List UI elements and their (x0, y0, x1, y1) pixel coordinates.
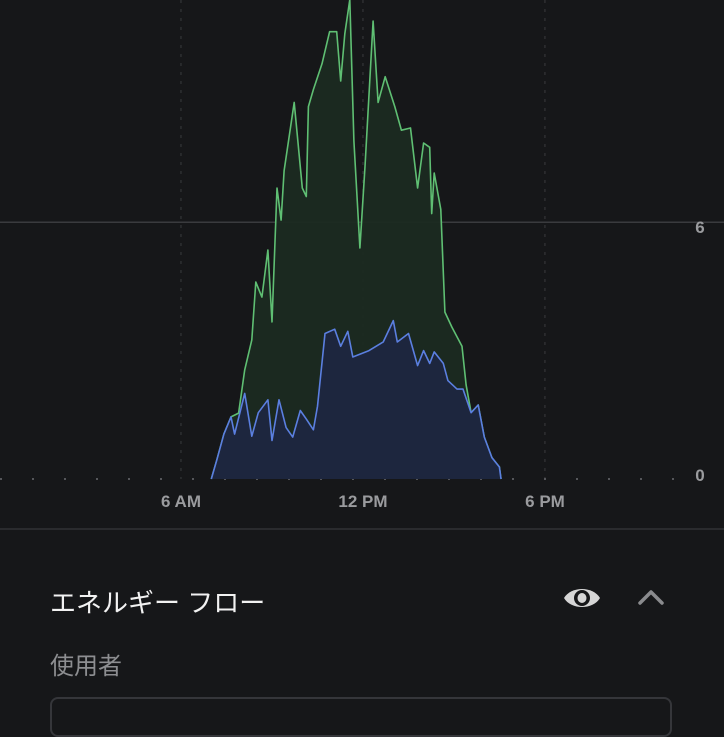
y-tick-6: 6 (695, 218, 704, 237)
energy-chart: 6 AM 12 PM 6 PM 0 6 (0, 0, 724, 511)
user-field[interactable] (50, 697, 672, 737)
chart-areas (210, 0, 502, 480)
eye-icon[interactable] (563, 584, 601, 612)
x-tick-6pm: 6 PM (525, 492, 565, 511)
section-divider (0, 528, 724, 530)
blue-area (211, 320, 502, 479)
x-tick-6am: 6 AM (161, 492, 201, 511)
chevron-up-icon[interactable] (636, 586, 666, 608)
green-line (210, 0, 502, 480)
section-title: エネルギー フロー (50, 588, 266, 618)
field-label: 使用者 (50, 653, 122, 680)
blue-line (210, 319, 502, 480)
x-tick-12pm: 12 PM (338, 492, 387, 511)
y-tick-0: 0 (695, 466, 704, 485)
